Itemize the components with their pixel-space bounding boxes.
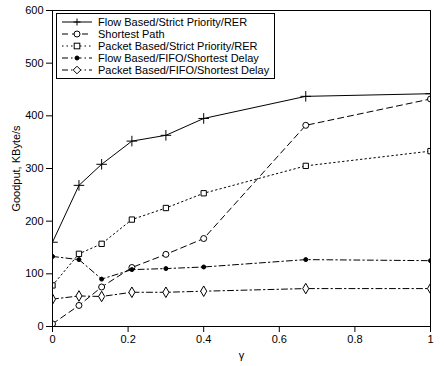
html-text:Packet Based/FIFO/Shortest Del: Packet Based/FIFO/Shortest Delay: [98, 64, 270, 76]
svg-text:Goodput, KByte/s: Goodput, KByte/s: [10, 125, 22, 212]
svg-text:γ: γ: [239, 349, 245, 361]
svg-text:300: 300: [25, 162, 43, 174]
html-text:Flow Based/Strict Priority/RER: Flow Based/Strict Priority/RER: [98, 16, 248, 28]
svg-text:0.8: 0.8: [347, 333, 362, 345]
svg-text:600: 600: [25, 4, 43, 16]
html-text:Flow Based/FIFO/Shortest Delay: Flow Based/FIFO/Shortest Delay: [98, 52, 259, 64]
svg-text:0.6: 0.6: [272, 333, 287, 345]
svg-text:0.4: 0.4: [196, 333, 211, 345]
html-text:Shortest Path: Shortest Path: [98, 28, 165, 40]
html-text:Packet Based/Strict Priority/R: Packet Based/Strict Priority/RER: [98, 40, 258, 52]
svg-text:0: 0: [49, 333, 55, 345]
svg-text:200: 200: [25, 215, 43, 227]
svg-text:100: 100: [25, 267, 43, 279]
svg-text:400: 400: [25, 109, 43, 121]
svg-text:0: 0: [37, 320, 43, 332]
svg-text:1: 1: [427, 333, 433, 345]
svg-text:500: 500: [25, 57, 43, 69]
svg-text:0.2: 0.2: [120, 333, 135, 345]
